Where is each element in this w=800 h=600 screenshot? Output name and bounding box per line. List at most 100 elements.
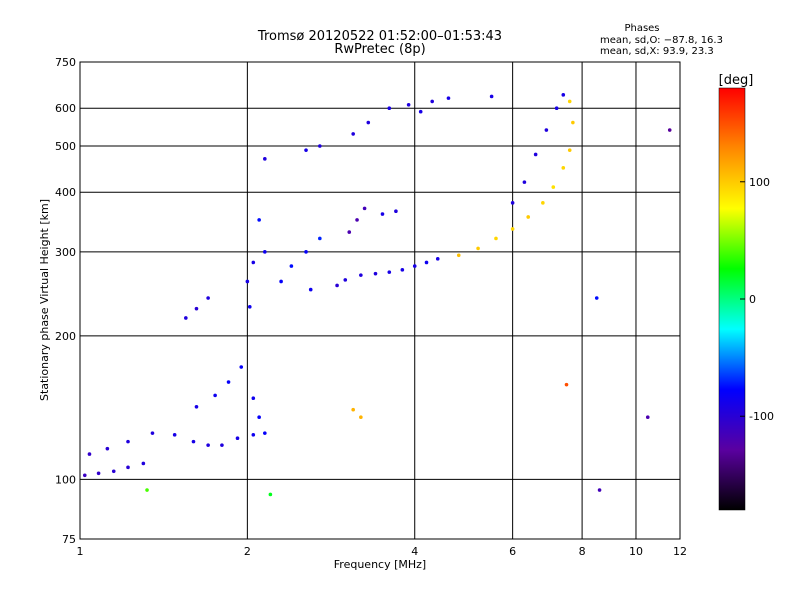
data-point — [245, 279, 250, 284]
data-point — [541, 201, 545, 205]
data-point — [304, 250, 308, 254]
data-point — [387, 270, 392, 274]
data-point — [554, 106, 559, 111]
y-tick-label: 500 — [55, 140, 76, 153]
data-point — [206, 296, 210, 300]
data-point — [551, 185, 556, 189]
data-point — [667, 128, 672, 132]
data-point — [263, 431, 267, 435]
x-axis-label: Frequency [MHz] — [334, 558, 426, 571]
data-point — [430, 99, 434, 104]
data-point — [561, 166, 566, 170]
data-point — [213, 393, 217, 398]
colorbar-ticks: 100 0 -100 — [740, 176, 774, 423]
data-point — [359, 273, 363, 277]
y-axis: 75 100 200 300 400 500 600 750 — [55, 56, 76, 546]
colorbar-label: [deg] — [719, 73, 754, 88]
colorbar-tick-label: 100 — [749, 176, 770, 189]
data-point — [308, 287, 313, 292]
data-point — [373, 271, 378, 276]
data-point — [220, 443, 224, 447]
chart-subtitle: RwPretec (8p) — [334, 42, 425, 57]
data-point — [318, 144, 322, 148]
data-point — [446, 96, 451, 100]
data-point — [526, 215, 531, 219]
data-point — [351, 407, 355, 412]
stats-line-o: mean, sd,O: −87.8, 16.3 — [600, 35, 723, 46]
data-point — [251, 396, 256, 400]
data-point — [418, 109, 423, 114]
data-point — [571, 120, 575, 125]
data-point — [335, 283, 339, 288]
data-point — [304, 148, 308, 152]
scatter-points — [82, 93, 672, 497]
data-point — [126, 439, 130, 444]
data-point — [476, 246, 480, 251]
data-point — [96, 471, 101, 476]
data-point — [235, 436, 240, 441]
x-tick-label: 2 — [244, 545, 251, 558]
data-point — [533, 152, 538, 157]
x-tick-label: 1 — [77, 545, 84, 558]
data-point — [251, 260, 256, 265]
data-point — [82, 473, 87, 478]
x-tick-label: 6 — [509, 545, 516, 558]
data-point — [510, 227, 515, 231]
data-point — [126, 465, 130, 470]
data-point — [435, 257, 440, 261]
data-point — [424, 260, 429, 265]
colorbar-tick-label: -100 — [749, 410, 774, 423]
data-point — [380, 212, 385, 216]
data-point — [87, 452, 92, 456]
data-point — [366, 120, 371, 125]
data-point — [456, 253, 461, 258]
y-tick-label: 400 — [55, 186, 76, 199]
x-tick-label: 10 — [629, 545, 643, 558]
data-point — [359, 415, 363, 420]
data-point — [400, 268, 405, 272]
data-point — [184, 316, 188, 320]
x-tick-label: 8 — [579, 545, 586, 558]
data-point — [387, 106, 392, 111]
data-point — [105, 446, 110, 451]
data-point — [564, 382, 569, 387]
y-tick-label: 200 — [55, 330, 76, 343]
x-axis: 1 2 4 6 8 10 12 — [77, 545, 688, 558]
grid-lines — [79, 61, 681, 540]
data-point — [355, 218, 359, 222]
data-point — [279, 279, 283, 284]
y-tick-label: 100 — [55, 473, 76, 486]
data-point — [594, 296, 599, 300]
data-point — [561, 93, 566, 97]
data-point — [226, 380, 231, 384]
data-point — [289, 264, 294, 268]
x-tick-label: 12 — [673, 545, 687, 558]
data-point — [257, 415, 261, 420]
data-point — [394, 209, 398, 213]
stats-line-x: mean, sd,X: 93.9, 23.3 — [600, 46, 714, 57]
y-tick-label: 600 — [55, 102, 76, 115]
data-point — [343, 278, 348, 282]
data-point — [510, 201, 515, 205]
data-point — [194, 306, 199, 311]
data-point — [206, 443, 210, 447]
x-tick-label: 4 — [411, 545, 418, 558]
data-point — [597, 488, 602, 492]
colorbar-tick-label: 0 — [749, 293, 756, 306]
data-point — [412, 264, 417, 268]
data-point — [567, 148, 572, 152]
plot-frame — [79, 61, 681, 540]
data-point — [347, 230, 352, 234]
data-point — [263, 250, 267, 254]
data-point — [172, 433, 177, 437]
data-point — [194, 404, 199, 409]
data-point — [268, 492, 273, 497]
data-point — [145, 488, 149, 492]
data-point — [263, 157, 267, 161]
stats-heading: Phases — [624, 23, 659, 34]
data-point — [111, 469, 116, 474]
data-point — [406, 103, 411, 107]
data-point — [141, 461, 146, 466]
data-point — [362, 206, 367, 211]
